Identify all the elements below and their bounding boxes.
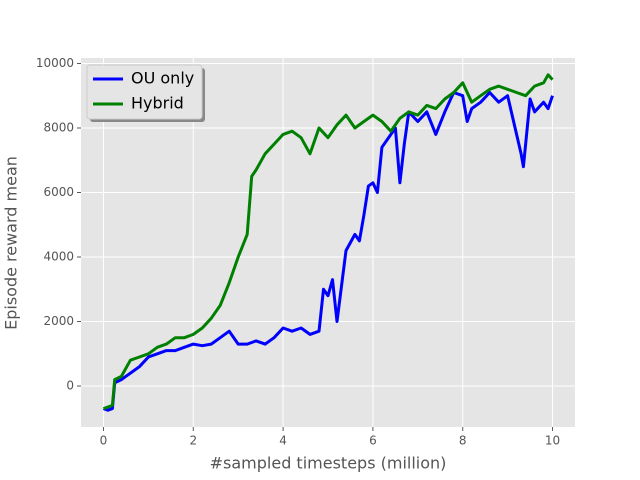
- y-axis-title: Episode reward mean: [2, 156, 21, 330]
- x-axis-title: #sampled timesteps (million): [210, 454, 447, 473]
- legend-label: Hybrid: [131, 94, 184, 113]
- y-tick-label: 4000: [43, 250, 74, 264]
- legend-label: OU only: [131, 69, 194, 88]
- x-tick-label: 2: [189, 434, 197, 448]
- x-tick-label: 8: [459, 434, 467, 448]
- y-tick-label: 8000: [43, 120, 74, 134]
- series-line: [102, 73, 554, 411]
- y-tick-label: 6000: [43, 185, 74, 199]
- x-tick-label: 10: [545, 434, 560, 448]
- x-tick-label: 0: [100, 434, 108, 448]
- x-tick-label: 6: [369, 434, 377, 448]
- y-tick-label: 2000: [43, 314, 74, 328]
- series-line: [102, 91, 554, 412]
- y-tick-label: 10000: [36, 56, 74, 70]
- y-tick-label: 0: [66, 379, 74, 393]
- x-tick-label: 4: [279, 434, 287, 448]
